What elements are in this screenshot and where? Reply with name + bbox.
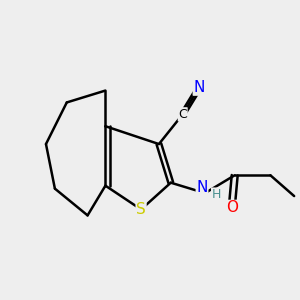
Text: C: C [178, 108, 187, 121]
Text: O: O [226, 200, 238, 215]
Text: N: N [196, 180, 208, 195]
Text: H: H [212, 188, 221, 201]
Text: S: S [136, 202, 146, 217]
Text: N: N [194, 80, 205, 95]
